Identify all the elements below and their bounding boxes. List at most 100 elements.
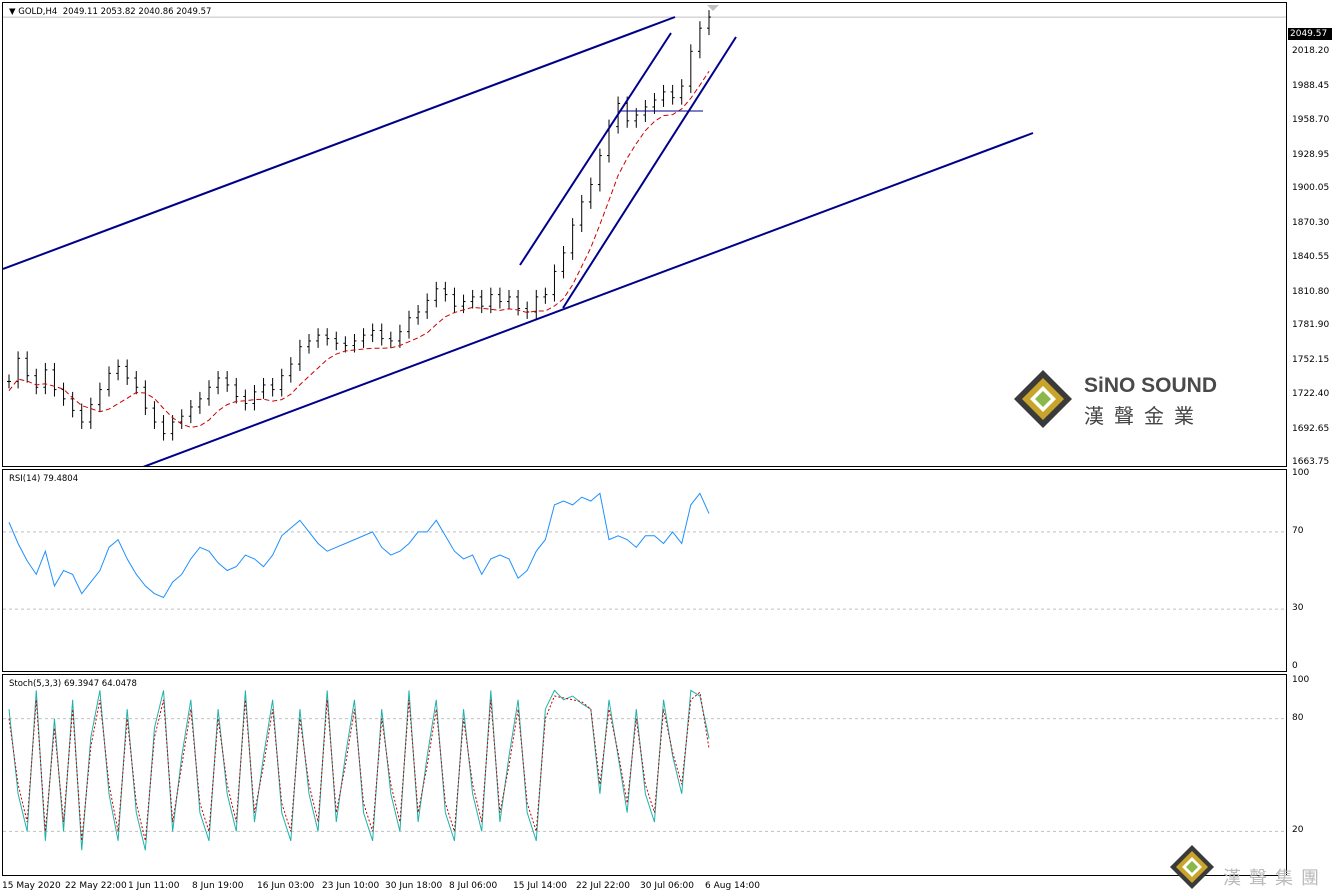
- price-tick-label: 1900.05: [1292, 183, 1330, 194]
- time-tick-label: 15 Jul 14:00: [513, 881, 567, 891]
- watermark-diamond-icon: [1170, 845, 1214, 889]
- rsi-tick-label: 30: [1292, 603, 1304, 614]
- candle: [188, 400, 193, 424]
- candle: [125, 359, 130, 385]
- moving-average-line: [8, 71, 710, 428]
- candle: [479, 289, 484, 314]
- candle: [388, 331, 393, 348]
- candle: [416, 305, 421, 325]
- candle: [543, 287, 548, 304]
- candle: [561, 245, 566, 279]
- rsi-pane[interactable]: RSI(14) 79.4804: [2, 469, 1287, 672]
- price-chart-canvas[interactable]: [3, 3, 1286, 466]
- rsi-tick-label: 0: [1292, 661, 1298, 671]
- stochastic-canvas[interactable]: [3, 675, 1286, 875]
- candle: [134, 371, 139, 395]
- candle: [179, 409, 184, 429]
- candle: [516, 289, 521, 316]
- candle: [534, 289, 539, 319]
- steep-channel-upper-line: [519, 32, 672, 266]
- scroll-marker-icon: [707, 5, 719, 11]
- candle: [97, 382, 102, 412]
- rsi-tick-label: 70: [1292, 525, 1304, 536]
- candle: [343, 336, 348, 353]
- rsi-line: [8, 492, 710, 599]
- price-tick-label: 1840.55: [1292, 252, 1330, 263]
- last-price-tag: 2049.57: [1288, 28, 1332, 40]
- logo-diamond-icon: [1014, 370, 1072, 428]
- stochastic-tick-label: 80: [1292, 712, 1304, 723]
- candle: [79, 403, 84, 429]
- candle: [361, 328, 366, 348]
- time-tick-label: 8 Jul 06:00: [449, 881, 498, 891]
- candle: [670, 84, 675, 105]
- candle: [334, 331, 339, 351]
- rsi-canvas[interactable]: [3, 470, 1286, 671]
- candle: [234, 377, 239, 404]
- candle: [316, 328, 321, 348]
- sino-sound-logo: SiNO SOUND 漢聲金業: [1012, 368, 1242, 438]
- candle: [552, 264, 557, 302]
- price-tick-label: 1692.65: [1292, 423, 1330, 434]
- candle: [207, 380, 211, 406]
- price-chart-pane[interactable]: ▼ GOLD,H4 2049.11 2053.82 2040.86 2049.5…: [2, 2, 1287, 467]
- candle: [570, 218, 575, 260]
- candle: [597, 148, 602, 192]
- candle: [43, 362, 48, 395]
- price-tick-label: 1663.75: [1292, 457, 1330, 467]
- candle: [588, 177, 593, 209]
- stochastic-label: Stoch(5,3,3) 69.3947 64.0478: [9, 679, 137, 689]
- candle: [216, 371, 221, 395]
- time-tick-label: 22 May 22:00: [65, 881, 127, 891]
- watermark-text: 漢聲集團: [1223, 868, 1327, 889]
- candle: [34, 368, 39, 395]
- candle: [297, 339, 302, 372]
- candle: [252, 384, 257, 411]
- candle: [470, 289, 475, 309]
- candle: [525, 301, 530, 319]
- price-tick-label: 1781.90: [1292, 320, 1330, 331]
- candle: [370, 323, 375, 343]
- candle: [425, 293, 430, 319]
- dropdown-arrow-icon[interactable]: ▼: [9, 7, 16, 17]
- watermark: 漢聲集團: [1165, 842, 1330, 892]
- candle: [579, 194, 584, 233]
- lower-channel-line: [142, 132, 1034, 466]
- time-tick-label: 1 Jun 11:00: [128, 881, 180, 891]
- price-tick-label: 1810.80: [1292, 286, 1330, 297]
- time-tick-label: 6 Aug 14:00: [705, 881, 760, 891]
- time-tick-label: 22 Jul 22:00: [576, 881, 630, 891]
- candle: [325, 328, 330, 346]
- candle: [443, 281, 448, 302]
- candle: [407, 310, 411, 339]
- candle: [679, 79, 684, 105]
- price-tick-label: 1928.95: [1292, 149, 1330, 160]
- candle: [379, 323, 384, 346]
- candle: [16, 351, 21, 389]
- candle: [452, 287, 457, 314]
- candle: [270, 377, 275, 397]
- ohlc-values: 2049.11 2053.82 2040.86 2049.57: [62, 7, 212, 17]
- candle: [261, 377, 266, 399]
- time-tick-label: 30 Jul 06:00: [640, 881, 694, 891]
- symbol-label: GOLD,H4: [18, 7, 58, 17]
- candle: [7, 374, 11, 389]
- stochastic-pane[interactable]: Stoch(5,3,3) 69.3947 64.0478: [2, 674, 1287, 876]
- price-tick-label: 2018.20: [1292, 46, 1330, 57]
- candle: [243, 389, 248, 411]
- candle: [88, 397, 93, 429]
- stochastic-tick-label: 100: [1292, 675, 1310, 685]
- candle: [507, 289, 511, 309]
- logo-title: SiNO SOUND: [1084, 374, 1218, 397]
- stochastic-main-line: [8, 689, 710, 851]
- candle: [152, 401, 157, 429]
- candle: [688, 44, 693, 94]
- price-tick-label: 1870.30: [1292, 217, 1330, 228]
- candle: [434, 281, 439, 308]
- time-tick-label: 16 Jun 03:00: [257, 881, 315, 891]
- price-tick-label: 1988.45: [1292, 80, 1330, 91]
- candle: [397, 324, 402, 348]
- rsi-tick-label: 100: [1292, 468, 1310, 478]
- chart-header: ▼ GOLD,H4 2049.11 2053.82 2040.86 2049.5…: [9, 7, 211, 17]
- candle: [707, 10, 711, 36]
